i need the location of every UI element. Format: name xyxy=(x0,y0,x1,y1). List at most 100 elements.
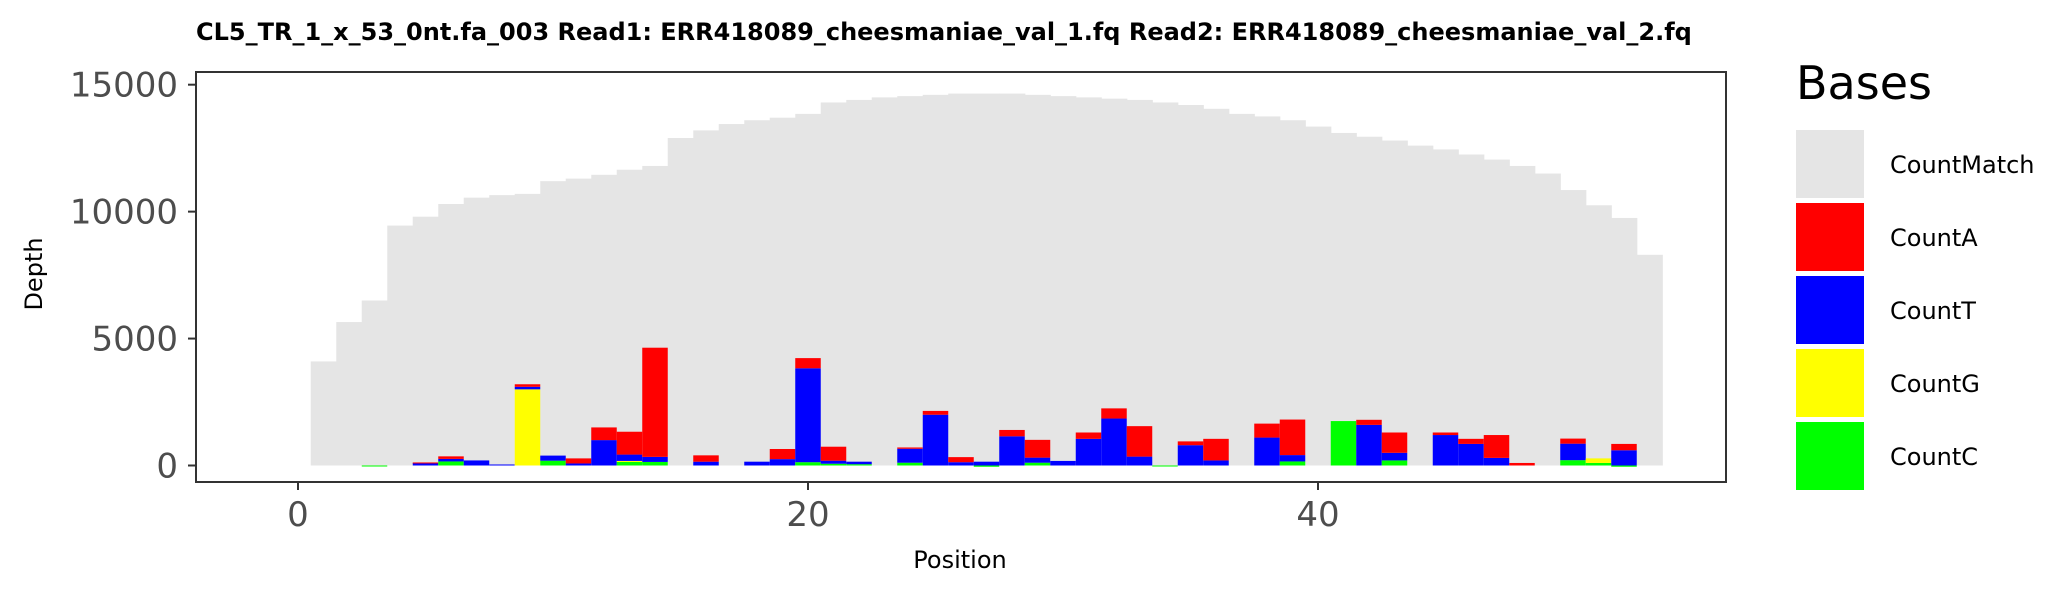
legend-swatch-countc xyxy=(1796,422,1864,490)
counta-bar xyxy=(1203,438,1229,461)
counta-bar xyxy=(769,448,796,460)
match-bar xyxy=(1407,145,1434,466)
base-bars xyxy=(361,347,1637,467)
counta-bar xyxy=(1024,439,1051,458)
counta-bar xyxy=(999,429,1025,437)
match-bar xyxy=(361,300,388,466)
countg-bar xyxy=(616,460,643,462)
match-bar xyxy=(1075,97,1102,466)
countc-bar xyxy=(1152,465,1178,467)
match-bar xyxy=(1534,173,1561,466)
counta-bar xyxy=(948,457,974,463)
match-bar xyxy=(744,120,771,466)
countc-bar xyxy=(795,462,821,466)
x-tick-label: 0 xyxy=(287,495,309,535)
counta-bar xyxy=(1177,441,1204,446)
countt-bar xyxy=(1050,460,1076,466)
match-bar xyxy=(871,97,898,466)
countt-bar xyxy=(1203,460,1229,466)
match-bar xyxy=(1483,159,1510,466)
legend: CountMatch CountA CountT CountG CountC xyxy=(1796,130,2035,490)
countt-bar xyxy=(489,464,515,466)
countt-bar xyxy=(1432,435,1459,466)
countc-bar xyxy=(1585,462,1612,466)
match-bar xyxy=(310,361,337,466)
counta-bar xyxy=(1509,462,1535,466)
x-tick-label: 40 xyxy=(1296,495,1339,535)
match-bar xyxy=(412,216,439,466)
countt-bar xyxy=(948,462,974,466)
countt-bar xyxy=(795,368,821,463)
counta-bar xyxy=(897,447,923,449)
countt-bar xyxy=(1177,445,1204,466)
countt-bar xyxy=(973,461,1000,466)
x-tick-label: 20 xyxy=(786,495,829,535)
countt-bar xyxy=(616,454,643,461)
y-tick-label: 15000 xyxy=(70,66,178,106)
countt-bar xyxy=(1483,457,1510,466)
match-bar xyxy=(438,204,465,466)
match-bar xyxy=(387,225,414,466)
countt-bar xyxy=(922,414,949,466)
counta-bar xyxy=(693,455,719,462)
countt-bar xyxy=(1254,437,1280,466)
countc-bar xyxy=(1279,461,1306,466)
match-bar xyxy=(1177,105,1204,466)
legend-label-countt: CountT xyxy=(1890,297,1976,325)
match-bar xyxy=(591,174,618,466)
countc-bar xyxy=(438,461,464,466)
match-bar xyxy=(999,93,1026,466)
match-bar xyxy=(1050,96,1077,466)
counta-bar xyxy=(565,458,592,464)
counta-bar xyxy=(1611,443,1637,451)
countc-bar xyxy=(361,465,388,467)
countc-bar xyxy=(897,462,923,466)
match-bar xyxy=(463,197,490,466)
countt-bar xyxy=(412,462,439,466)
match-bar xyxy=(922,94,949,466)
match-bar xyxy=(1585,205,1612,466)
countc-bar xyxy=(846,464,872,466)
legend-label-countg: CountG xyxy=(1890,370,1980,398)
countc-bar xyxy=(973,465,1000,467)
countt-bar xyxy=(642,456,668,462)
counta-bar xyxy=(1458,438,1484,444)
match-bar xyxy=(1228,113,1255,466)
y-tick-label: 5000 xyxy=(91,320,178,360)
legend-label-counta: CountA xyxy=(1890,224,1978,252)
match-bar xyxy=(1458,154,1485,466)
counta-bar xyxy=(795,358,821,369)
match-bar xyxy=(667,138,694,466)
y-tick-label: 10000 xyxy=(70,193,178,233)
legend-label-countc: CountC xyxy=(1890,443,1978,471)
match-bar xyxy=(897,96,924,466)
countt-bar xyxy=(565,463,592,466)
plot-border xyxy=(195,71,1727,483)
countt-bar xyxy=(744,461,770,466)
countt-bar xyxy=(1381,452,1408,461)
countt-bar xyxy=(1458,443,1484,466)
y-axis: 0 5000 10000 15000 xyxy=(70,66,196,486)
countt-bar xyxy=(1279,455,1306,462)
legend-swatch-countmatch xyxy=(1796,130,1864,198)
match-bar xyxy=(973,93,1000,466)
countc-bar xyxy=(642,461,668,466)
match-bar xyxy=(1024,94,1051,466)
x-axis-title: Position xyxy=(913,546,1006,574)
chart-title: CL5_TR_1_x_53_0nt.fa_003 Read1: ERR41808… xyxy=(196,18,1692,46)
counta-bar xyxy=(438,456,464,459)
y-tick-label: 0 xyxy=(156,446,178,486)
countt-bar xyxy=(1101,418,1127,466)
match-bars xyxy=(310,93,1663,466)
countt-bar xyxy=(1075,438,1102,466)
counta-bar xyxy=(1126,426,1153,457)
match-bar xyxy=(718,124,745,466)
match-bar xyxy=(1356,136,1383,466)
counta-bar xyxy=(642,347,668,457)
counta-bar xyxy=(1483,435,1510,458)
counta-bar xyxy=(1381,432,1408,453)
match-bar xyxy=(336,322,363,466)
match-bar xyxy=(1279,120,1306,466)
countt-bar xyxy=(1356,424,1382,466)
